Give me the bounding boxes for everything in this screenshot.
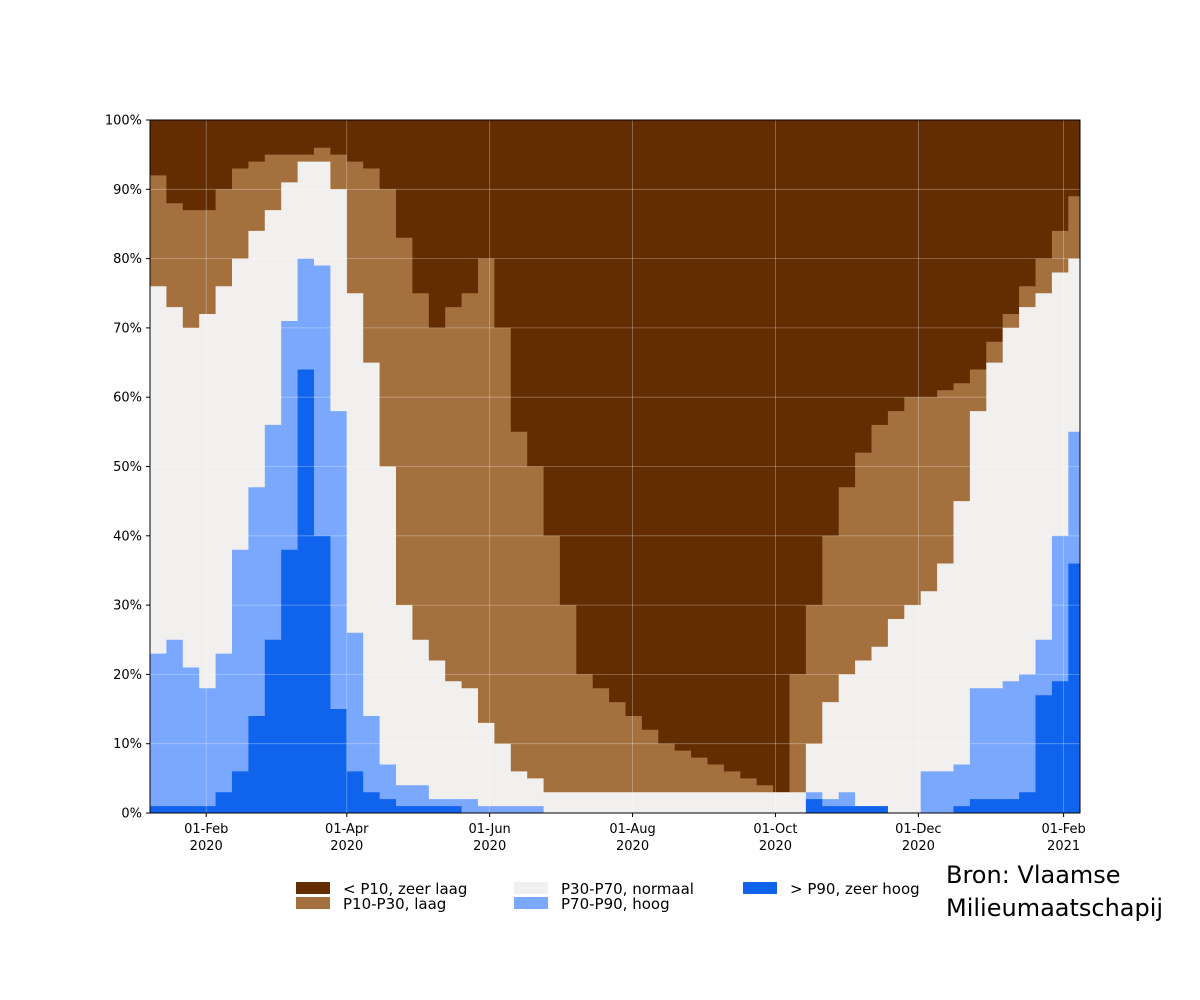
y-tick-label: 20% bbox=[113, 668, 142, 683]
legend-label: P70-P90, hoog bbox=[561, 895, 670, 913]
legend-swatch bbox=[296, 882, 330, 894]
legend-swatch bbox=[296, 897, 330, 909]
band-p30-p70 bbox=[150, 161, 1080, 814]
x-tick-year-label: 2020 bbox=[473, 839, 506, 854]
y-tick-label: 0% bbox=[121, 807, 142, 822]
y-tick-label: 30% bbox=[113, 599, 142, 614]
legend-label: P30-P70, normaal bbox=[561, 880, 694, 898]
y-tick-label: 80% bbox=[113, 252, 142, 267]
source-line-1: Bron: Vlaamse bbox=[946, 861, 1121, 889]
x-tick-label: 01-Apr bbox=[325, 822, 369, 837]
legend-label: P10-P30, laag bbox=[343, 895, 446, 913]
y-tick-label: 100% bbox=[105, 114, 142, 129]
x-tick-label: 01-Feb bbox=[184, 822, 228, 837]
x-tick-label: 01-Aug bbox=[609, 822, 655, 837]
legend-label: < P10, zeer laag bbox=[343, 880, 467, 898]
x-tick-label: 01-Oct bbox=[753, 822, 797, 837]
source-line-2: Milieumaatschapij bbox=[946, 894, 1163, 922]
x-tick-year-label: 2020 bbox=[330, 839, 363, 854]
legend-label: > P90, zeer hoog bbox=[790, 880, 920, 898]
y-tick-label: 50% bbox=[113, 460, 142, 475]
x-tick-year-label: 2021 bbox=[1047, 839, 1080, 854]
x-tick-year-label: 2020 bbox=[616, 839, 649, 854]
x-tick-year-label: 2020 bbox=[902, 839, 935, 854]
x-tick-year-label: 2020 bbox=[759, 839, 792, 854]
grid bbox=[150, 119, 1080, 814]
legend-swatch bbox=[743, 882, 777, 894]
y-tick-label: 60% bbox=[113, 391, 142, 406]
y-tick-label: 70% bbox=[113, 321, 142, 336]
source-annotation: Bron: Vlaamse Milieumaatschapij bbox=[946, 861, 1163, 922]
band-p70-p90 bbox=[150, 258, 1080, 814]
x-tick-year-label: 2020 bbox=[190, 839, 223, 854]
y-tick-label: 40% bbox=[113, 529, 142, 544]
x-tick-label: 01-Dec bbox=[895, 822, 941, 837]
axes: 0% 10% 20% 30% 40% 50% 60% 70% 80% 90% 100% 01-Feb 2… bbox=[105, 114, 1086, 855]
legend-swatch bbox=[514, 882, 548, 894]
y-tick-label: 10% bbox=[113, 737, 142, 752]
legend-swatch bbox=[514, 897, 548, 909]
x-tick-label: 01-Jun bbox=[469, 822, 511, 837]
x-tick-label: 01-Feb bbox=[1041, 822, 1085, 837]
plot-area bbox=[150, 120, 1080, 814]
y-tick-label: 90% bbox=[113, 183, 142, 198]
